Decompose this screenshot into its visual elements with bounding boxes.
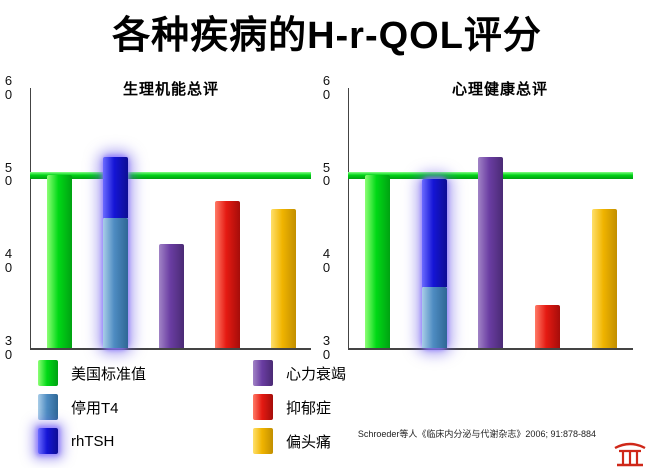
y-tick-40: 40 [322,246,331,275]
bar-停用T4-rhTSH [421,88,447,348]
bar-segment-抑郁症 [535,304,561,348]
legend-swatch-icon [253,360,273,386]
us-norm-reference-line [30,171,311,179]
bar-segment-停用T4 [421,287,447,348]
legend-label: 美国标准值 [71,365,147,383]
bar-偏头痛 [270,88,296,348]
bar-segment-停用T4 [102,218,128,348]
hospital-logo-icon [614,442,646,467]
bar-segment-偏头痛 [270,209,296,348]
y-axis-ticks: 60 50 40 30 [2,74,15,361]
page-title: 各种疾病的H-r-QOL评分 [112,15,542,57]
legend-item-rhTSH: rhTSH [38,428,253,454]
panel-title-mental: 心理健康总评 [451,81,548,98]
y-tick-50: 50 [4,159,13,189]
bar-美国标准值 [46,88,72,348]
legend-label: rhTSH [71,432,115,450]
bar-心力衰竭 [478,88,504,348]
legend: 美国标准值停用T4 rhTSH 心力衰竭抑郁症偏头痛 [38,356,468,458]
bar-美国标准值 [364,88,390,348]
legend-item-偏头痛: 偏头痛 [253,428,468,454]
legend-label: 心力衰竭 [286,365,347,383]
legend-item-抑郁症: 抑郁症 [253,394,468,420]
legend-swatch-icon [253,428,273,454]
y-tick-60: 60 [4,73,13,102]
bar-抑郁症 [535,88,561,348]
bar-segment-美国标准值 [46,174,72,348]
plot-area-physical [30,88,311,350]
bar-偏头痛 [592,88,618,348]
legend-label: 抑郁症 [286,399,332,417]
legend-swatch-icon [38,428,58,454]
bar-segment-抑郁症 [214,200,240,348]
bar-segment-rhTSH [102,157,128,218]
y-tick-60: 60 [322,73,331,102]
legend-label: 停用T4 [71,399,119,417]
panel-title-physical: 生理机能总评 [122,81,219,98]
legend-item-心力衰竭: 心力衰竭 [253,360,468,386]
plot-area-mental [348,88,633,350]
legend-swatch-icon [38,360,58,386]
y-axis-ticks: 60 50 40 30 [320,74,333,361]
bar-segment-rhTSH [421,179,447,288]
legend-item-停用T4: 停用T4 [38,394,253,420]
bar-抑郁症 [214,88,240,348]
y-tick-40: 40 [4,246,13,275]
bar-segment-美国标准值 [364,174,390,348]
bar-segment-心力衰竭 [158,244,184,348]
legend-swatch-icon [253,394,273,420]
y-tick-30: 30 [4,333,13,362]
bar-segment-偏头痛 [592,209,618,348]
bar-停用T4-rhTSH [102,88,128,348]
y-tick-30: 30 [322,333,331,362]
legend-label: 偏头痛 [286,433,332,451]
chart-panel-physical: 生理机能总评 60 50 40 30 [2,68,312,368]
legend-item-美国标准值: 美国标准值 [38,360,253,386]
legend-swatch-icon [38,394,58,420]
y-tick-50: 50 [322,159,331,189]
bar-segment-心力衰竭 [478,157,504,348]
citation: Schroeder等人《临床内分泌与代谢杂志》2006; 91:878-884 [357,429,596,439]
chart-panel-mental: 心理健康总评 60 50 40 30 [320,68,652,368]
bar-心力衰竭 [158,88,184,348]
